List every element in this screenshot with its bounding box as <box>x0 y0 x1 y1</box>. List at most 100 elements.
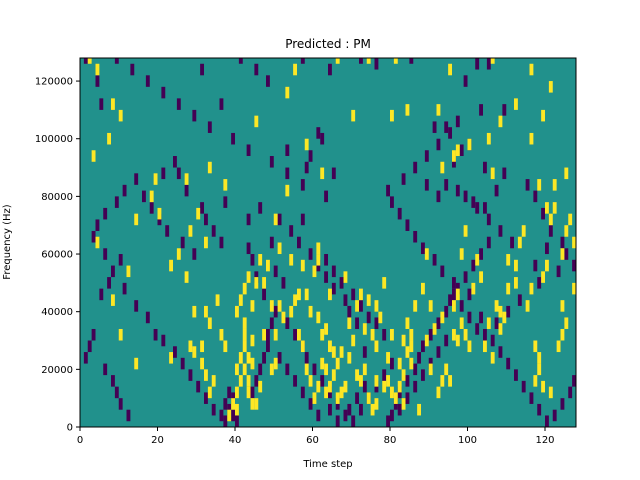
y-tick-label: 20000 <box>41 365 73 376</box>
heatmap-cell-low <box>374 58 379 70</box>
heatmap-cell-low <box>196 380 201 393</box>
heatmap-cell-low <box>455 115 460 128</box>
heatmap-cell-low <box>83 58 88 64</box>
heatmap-cell-low <box>145 311 150 324</box>
heatmap-cell-high <box>87 58 92 64</box>
heatmap-cell-high <box>409 357 414 370</box>
heatmap-cell-low <box>145 75 150 87</box>
heatmap-cell-high <box>126 265 131 278</box>
heatmap-cell-high <box>169 259 174 272</box>
heatmap-cell-low <box>200 202 205 214</box>
heatmap-cell-low <box>142 190 146 203</box>
heatmap-cell-high <box>273 357 278 370</box>
heatmap-cell-high <box>564 225 569 237</box>
heatmap-cell-high <box>223 340 228 353</box>
heatmap-cell-high <box>514 98 518 110</box>
heatmap-cell-high <box>297 288 301 301</box>
heatmap-cell-high <box>475 254 480 266</box>
heatmap-cell-low <box>347 305 352 318</box>
heatmap-cell-low <box>475 202 480 214</box>
heatmap-cell-high <box>529 132 534 145</box>
heatmap-cell-high <box>200 357 205 370</box>
heatmap-cell-high <box>277 300 282 312</box>
heatmap-cell-high <box>548 213 553 226</box>
heatmap-cell-low <box>541 207 546 220</box>
heatmap-cell-high <box>331 369 336 381</box>
heatmap-cell-low <box>436 317 441 329</box>
heatmap-cell-low <box>467 288 472 301</box>
heatmap-cell-high <box>250 300 255 312</box>
heatmap-cell-high <box>525 300 530 312</box>
heatmap-cell-high <box>355 369 360 381</box>
heatmap-cell-low <box>483 328 487 341</box>
heatmap-cell-high <box>316 242 321 255</box>
x-tick-label: 120 <box>535 435 554 446</box>
heatmap-cell-high <box>366 58 371 64</box>
heatmap-cell-high <box>351 109 356 122</box>
heatmap-cell-high <box>455 334 460 347</box>
heatmap-cell-high <box>134 213 139 226</box>
heatmap-cell-low <box>87 340 92 353</box>
heatmap-cell-low <box>452 156 456 168</box>
heatmap-cell-low <box>266 340 270 353</box>
heatmap-cell-low <box>91 328 96 341</box>
heatmap-cell-high <box>339 346 344 358</box>
heatmap-cell-high <box>541 380 546 393</box>
heatmap-cell-low <box>471 196 476 208</box>
heatmap-cell-high <box>552 202 557 214</box>
heatmap-cell-low <box>421 369 425 381</box>
heatmap-cell-low <box>386 415 391 427</box>
heatmap-cell-high <box>312 392 317 404</box>
heatmap-cell-low <box>328 403 332 416</box>
heatmap-cell-low <box>572 375 577 387</box>
heatmap-cell-high <box>118 328 123 341</box>
heatmap-cell-low <box>331 282 336 295</box>
heatmap-cell-low <box>560 236 565 249</box>
heatmap-cell-low <box>475 58 480 70</box>
heatmap-cell-high <box>95 236 100 249</box>
heatmap-cell-low <box>494 184 499 197</box>
heatmap-cell-low <box>479 311 484 324</box>
heatmap-cell-high <box>153 173 158 185</box>
heatmap-cell-low <box>413 230 418 243</box>
y-tick-label: 80000 <box>41 192 73 203</box>
heatmap-cell-low <box>324 190 329 203</box>
heatmap-cell-low <box>262 352 267 364</box>
y-tick-label: 60000 <box>41 250 73 261</box>
heatmap-cell-low <box>114 58 119 64</box>
heatmap-cell-low <box>452 277 456 289</box>
heatmap-cell-high <box>560 248 565 260</box>
heatmap-cell-high <box>316 380 321 393</box>
heatmap-cell-high <box>506 254 511 266</box>
heatmap-cell-low <box>510 236 515 249</box>
heatmap-cell-low <box>463 75 468 87</box>
heatmap-cell-high <box>533 340 538 353</box>
heatmap-cell-high <box>250 398 255 410</box>
heatmap-cell-low <box>444 179 449 191</box>
heatmap-cell-low <box>444 121 449 133</box>
heatmap-cell-low <box>293 328 298 341</box>
heatmap-cell-low <box>331 265 336 278</box>
heatmap-cell-high <box>359 288 363 301</box>
heatmap-cell-low <box>502 104 507 116</box>
heatmap-cell-high <box>397 380 402 393</box>
heatmap-cell-low <box>316 409 321 422</box>
heatmap-cell-high <box>572 236 577 249</box>
heatmap-cell-high <box>490 352 495 364</box>
heatmap-cell-high <box>560 328 565 341</box>
heatmap-cell-low <box>153 328 158 341</box>
heatmap-cell-low <box>463 271 468 283</box>
heatmap-cell-low <box>560 398 565 410</box>
heatmap-cell-low <box>297 236 301 249</box>
heatmap-cell-low <box>351 288 356 301</box>
heatmap-cell-high <box>215 294 220 306</box>
heatmap-cell-high <box>254 115 259 128</box>
y-tick-label: 40000 <box>41 307 73 318</box>
heatmap-cell-low <box>165 225 170 237</box>
heatmap-cell-low <box>459 300 464 312</box>
heatmap-cell-high <box>440 375 445 387</box>
heatmap-cell-high <box>459 317 464 329</box>
heatmap-cell-high <box>529 63 534 76</box>
heatmap-cells <box>83 58 577 427</box>
heatmap-cell-low <box>300 179 305 191</box>
